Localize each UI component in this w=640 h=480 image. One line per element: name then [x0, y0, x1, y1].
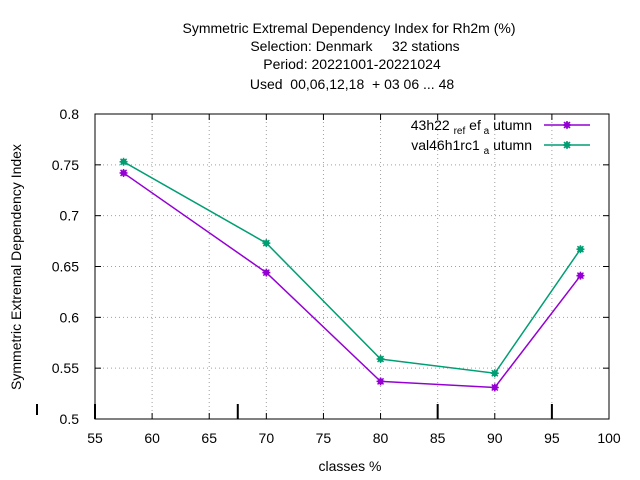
x-tick-label: 85: [430, 430, 446, 446]
series-line-1: [123, 172, 582, 389]
title-line-3: Period: 20221001-20221024: [263, 56, 441, 72]
y-tick-label: 0.55: [52, 360, 79, 376]
x-tick-label: 55: [87, 430, 103, 446]
x-tick-label: 90: [487, 430, 503, 446]
data-series: [119, 157, 585, 392]
series-2-point: [576, 245, 585, 254]
y-tick-label: 0.5: [60, 411, 80, 427]
grid-lines: [95, 114, 609, 419]
series-line-2: [123, 161, 582, 375]
chart-title: Symmetric Extremal Dependency Index for …: [183, 20, 516, 92]
series-1-point: [262, 268, 271, 277]
series-2-point: [262, 239, 271, 248]
title-line-2: Selection: Denmark 32 stations: [250, 38, 459, 54]
title-line-1: Symmetric Extremal Dependency Index for …: [183, 20, 516, 36]
x-tick-label: 75: [316, 430, 332, 446]
x-tick-label: 70: [259, 430, 275, 446]
y-tick-label: 0.75: [52, 157, 79, 173]
x-tick-label: 60: [144, 430, 160, 446]
x-axis-label: classes %: [318, 458, 381, 474]
title-line-4: Used 00,06,12,18 + 03 06 ... 48: [250, 76, 455, 92]
series-1-point: [376, 377, 385, 386]
legend-marker-1: [563, 121, 571, 129]
plot-frame: [94, 113, 610, 420]
y-axis-label: Symmetric Extremal Dependency Index: [8, 144, 24, 390]
legend-label-2: val46h1rc1 a utumn: [411, 137, 532, 157]
series-2-point: [119, 157, 128, 166]
y-tick-label: 0.7: [60, 208, 80, 224]
y-tick-label: 0.65: [52, 259, 79, 275]
legend-label-1: 43h22 ref ef a utumn: [411, 117, 532, 137]
y-tick-label: 0.8: [60, 106, 80, 122]
series-2-point: [376, 355, 385, 364]
y-tick-label: 0.6: [60, 309, 80, 325]
series-2-point: [490, 369, 499, 378]
legend-marker-2: [563, 141, 571, 149]
series-1-point: [490, 383, 499, 392]
x-tick-label: 100: [597, 430, 621, 446]
series-1-point: [119, 168, 128, 177]
axis-ticks: 55 60 65 70 75 80 85 90 95 100 0.5 0.55 0.6 0.65 0.7 0.…: [36, 106, 621, 446]
x-tick-label: 65: [201, 430, 217, 446]
x-tick-label: 80: [373, 430, 389, 446]
x-tick-label: 95: [544, 430, 560, 446]
series-1-point: [576, 271, 585, 280]
